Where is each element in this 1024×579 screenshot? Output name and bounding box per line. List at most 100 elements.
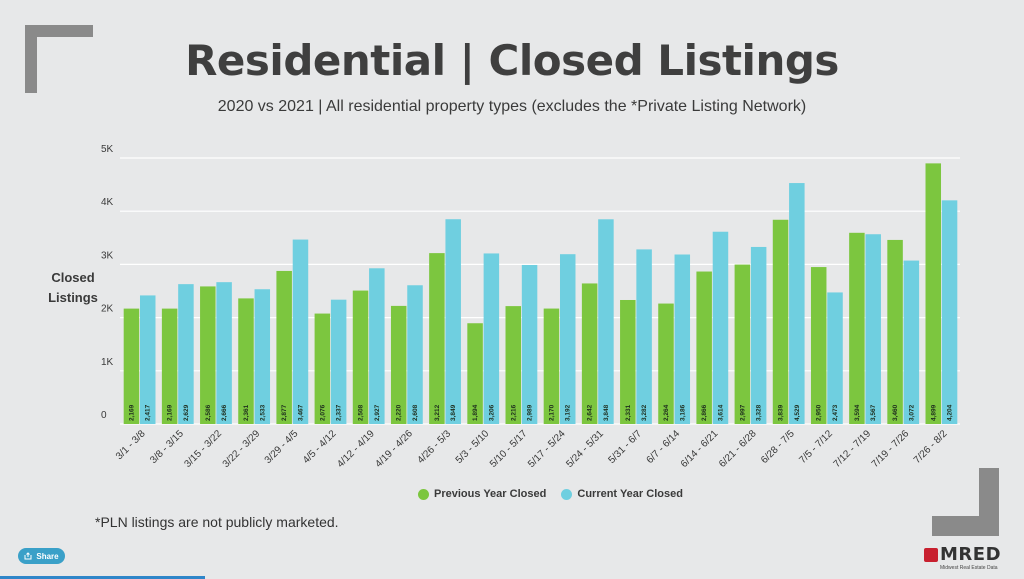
chart-legend: Previous Year Closed Current Year Closed	[418, 488, 695, 503]
bar-data-label: 3,614	[717, 404, 724, 421]
bar-data-label: 2,216	[510, 404, 517, 421]
bar-current-year	[330, 299, 347, 424]
bar-data-label: 3,849	[450, 404, 457, 421]
bar-previous-year	[467, 323, 483, 424]
bar-data-label: 3,328	[756, 404, 763, 421]
x-tick-label: 6/14 - 6/21	[679, 428, 721, 470]
bar-data-label: 2,417	[145, 404, 152, 421]
bar-data-label: 4,899	[930, 404, 937, 421]
x-tick-label: 7/19 - 7/26	[870, 428, 912, 470]
bar-data-label: 3,192	[565, 404, 572, 421]
bar-data-label: 2,337	[336, 404, 343, 421]
share-icon	[24, 552, 32, 560]
x-tick-label: 5/17 - 5/24	[526, 428, 568, 470]
x-tick-label: 5/31 - 6/7	[606, 428, 644, 466]
legend-swatch-current	[561, 488, 573, 500]
bar-previous-year	[696, 271, 712, 424]
chart-bars: 2,169 2,417 2,169 2,629 2,586 2,666 2,361 2,533…	[123, 163, 958, 424]
slide-progress-bar	[0, 576, 205, 579]
x-tick-label: 3/29 - 4/5	[263, 428, 301, 466]
bar-current-year	[750, 246, 767, 424]
bar-current-year	[292, 239, 309, 424]
y-tick-label: 0	[101, 410, 107, 421]
page-title: Residential | Closed Listings	[185, 36, 839, 85]
corner-bracket-top-left	[25, 25, 37, 93]
x-tick-label: 3/22 - 3/29	[221, 428, 263, 470]
bar-previous-year	[161, 308, 178, 424]
bar-data-label: 2,361	[243, 404, 250, 421]
y-tick-label: 1K	[101, 357, 114, 368]
logo-tagline: Midwest Real Estate Data	[940, 565, 998, 571]
bar-current-year	[139, 295, 156, 424]
x-tick-label: 7/5 - 7/12	[797, 428, 835, 466]
bar-current-year	[865, 234, 881, 424]
y-tick-label: 2K	[101, 304, 114, 315]
bar-data-label: 1,894	[472, 404, 479, 421]
bar-data-label: 2,642	[587, 404, 594, 421]
bar-current-year	[636, 249, 652, 424]
bar-current-year	[369, 268, 385, 424]
share-button-label: Share	[36, 551, 59, 561]
bar-data-label: 2,170	[548, 404, 555, 421]
legend-item-current: Current Year Closed	[561, 488, 683, 500]
bar-previous-year	[658, 303, 674, 424]
bar-previous-year	[276, 270, 292, 424]
bar-data-label: 2,989	[527, 404, 534, 421]
bar-current-year	[903, 260, 920, 424]
bar-data-label: 2,997	[739, 404, 746, 421]
y-axis-label-text: Closed Listings	[44, 268, 102, 308]
bar-data-label: 2,331	[625, 404, 632, 421]
x-tick-label: 7/26 - 8/2	[912, 428, 950, 466]
y-axis-label-line: Listings	[48, 290, 98, 305]
y-tick-label: 3K	[101, 250, 114, 261]
bar-previous-year	[314, 313, 331, 424]
bar-current-year	[407, 285, 423, 424]
bar-data-label: 3,594	[854, 404, 861, 421]
bar-data-label: 2,533	[259, 404, 266, 421]
bar-previous-year	[734, 264, 751, 424]
bar-previous-year	[200, 286, 216, 424]
bar-previous-year	[505, 306, 522, 424]
x-tick-label: 4/5 - 4/12	[301, 428, 339, 466]
y-tick-label: 4K	[101, 197, 114, 208]
bar-data-label: 2,586	[205, 404, 212, 421]
bar-data-label: 2,629	[183, 404, 190, 421]
bar-data-label: 2,264	[663, 404, 670, 421]
x-tick-label: 7/12 - 7/19	[832, 428, 874, 470]
logo-name: MRED	[940, 544, 1002, 565]
bar-data-label: 4,204	[947, 404, 954, 421]
bar-previous-year	[238, 298, 254, 424]
x-tick-label: 4/12 - 4/19	[335, 428, 377, 470]
mred-logo: MRED Midwest Real Estate Data	[922, 544, 1018, 572]
x-tick-label: 6/21 - 6/28	[717, 428, 759, 470]
bar-data-label: 3,206	[488, 404, 495, 421]
x-axis-ticks: 3/1 - 3/8 3/8 - 3/153/15 - 3/223/22 - 3/2…	[114, 428, 950, 470]
y-tick-label: 5K	[101, 144, 114, 155]
bar-current-year	[559, 254, 576, 424]
legend-label-previous: Previous Year Closed	[434, 488, 547, 500]
bar-current-year	[674, 254, 691, 424]
bar-data-label: 4,529	[794, 404, 801, 421]
share-button[interactable]: Share	[18, 548, 65, 564]
bar-previous-year	[581, 283, 598, 424]
bar-data-label: 3,848	[603, 404, 610, 421]
bar-data-label: 2,927	[374, 404, 381, 421]
bar-current-year	[254, 289, 271, 424]
bar-data-label: 3,282	[641, 404, 648, 421]
bar-data-label: 2,473	[832, 404, 839, 421]
bar-previous-year	[887, 239, 903, 424]
bar-previous-year	[925, 163, 942, 424]
logo-mark-icon	[924, 548, 938, 562]
bar-current-year	[827, 292, 843, 424]
bar-data-label: 3,212	[434, 404, 441, 421]
bar-current-year	[789, 183, 805, 424]
bar-data-label: 2,950	[816, 404, 823, 421]
bar-previous-year	[849, 232, 865, 424]
bar-data-label: 2,169	[167, 404, 174, 421]
legend-swatch-previous	[418, 488, 429, 500]
y-axis-label-line: Closed	[51, 270, 95, 285]
bar-previous-year	[810, 267, 827, 424]
y-axis-label: Closed Listings	[44, 268, 102, 308]
corner-bracket-top-left	[25, 25, 93, 37]
legend-item-previous: Previous Year Closed	[418, 488, 546, 500]
